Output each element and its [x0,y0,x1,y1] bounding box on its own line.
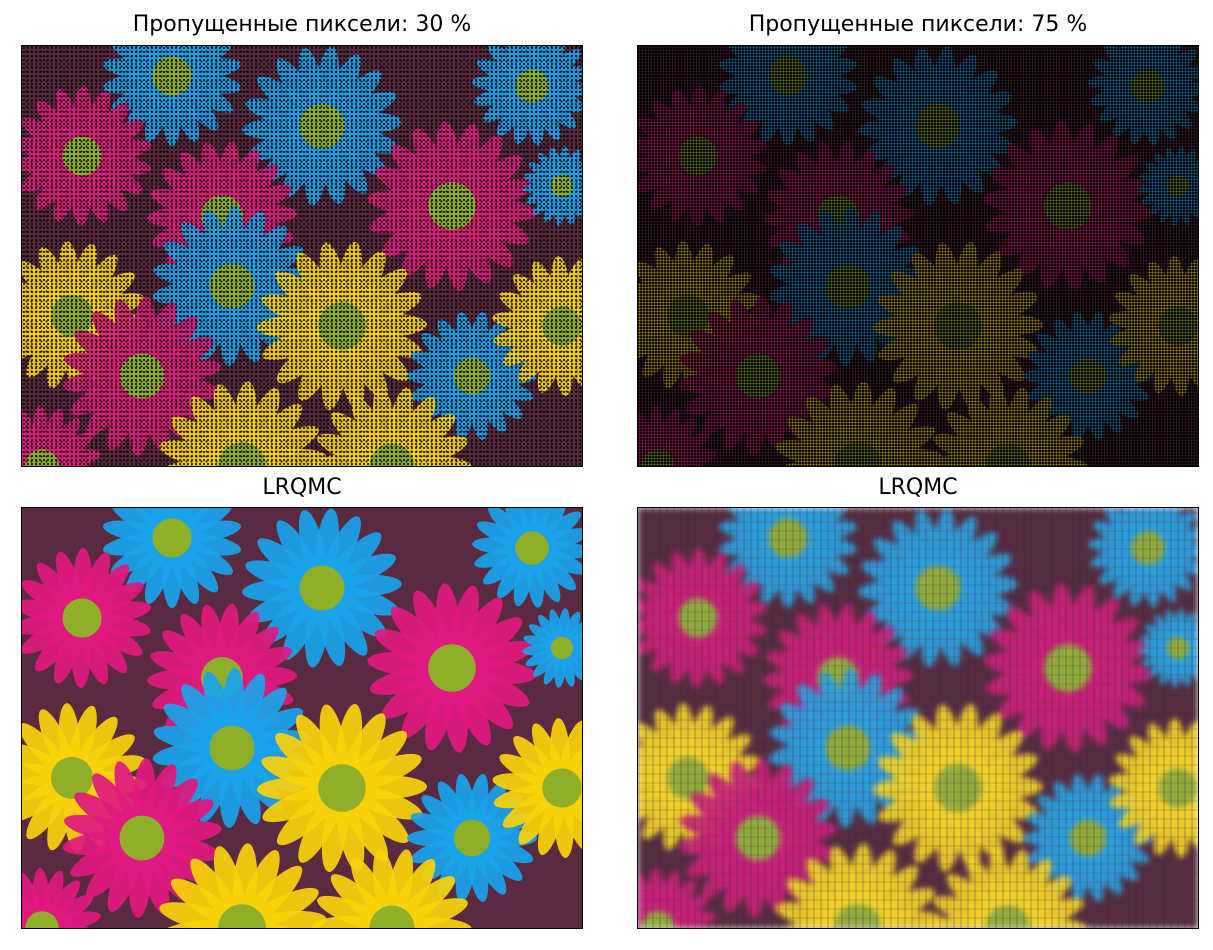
flower [492,718,582,858]
title-missing-30: Пропущенные пиксели: 30 % [132,12,472,37]
flower [312,848,472,928]
flower [257,704,427,872]
flower [152,668,312,828]
flower [873,704,1043,872]
flower [407,773,537,903]
image-lrqmc-30 [21,507,583,929]
title-missing-75: Пропущенные пиксели: 75 % [748,12,1088,37]
flower [638,868,718,928]
flowers-image [638,508,1198,928]
flower [928,848,1088,928]
flower [367,583,537,753]
flower [62,758,222,918]
flower [773,843,943,928]
flower [1108,718,1198,858]
title-lrqmc-right: LRQMC [878,475,958,500]
flowers-image [22,508,582,928]
flower [719,508,857,608]
flower [1138,608,1198,688]
image-lrqmc-75 [637,507,1199,929]
image-missing-75 [637,45,1199,467]
flower [103,508,241,608]
flower [242,508,402,668]
flowers-image [638,46,1198,466]
flower [472,508,582,608]
flower [983,583,1153,753]
flower [22,548,152,688]
flower [858,508,1018,668]
flower [22,868,102,928]
flower [1088,508,1198,608]
title-lrqmc-left: LRQMC [262,475,342,500]
flower [522,608,582,688]
flowers-image [22,46,582,466]
flower [157,843,327,928]
image-missing-30 [21,45,583,467]
flower [638,548,768,688]
